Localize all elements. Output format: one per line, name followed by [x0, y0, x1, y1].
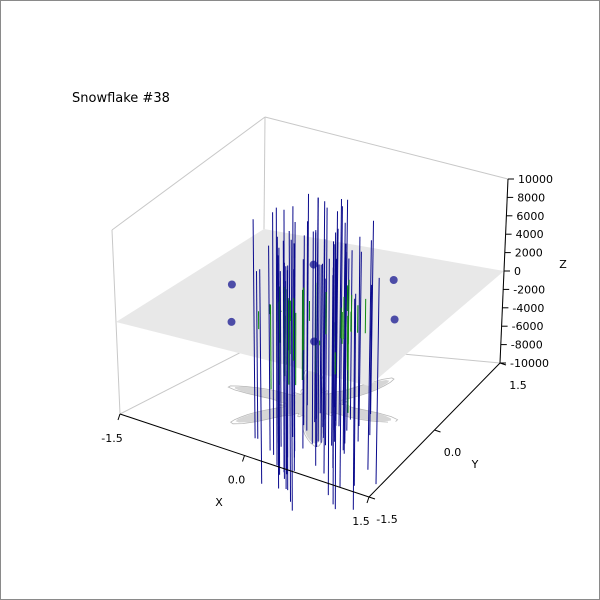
- x-tick-label: 1.5: [352, 515, 370, 528]
- z-tick-label: 6000: [516, 210, 544, 223]
- x-tick-label: -1.5: [101, 432, 122, 445]
- pane-edge: [111, 116, 266, 231]
- upper-strand: [352, 298, 356, 510]
- y-tick-label: 1.5: [509, 379, 527, 392]
- upper-strand: [256, 271, 259, 439]
- arm-tip: [309, 260, 318, 269]
- upper-strand: [319, 264, 322, 414]
- upper-strand: [320, 263, 323, 443]
- upper-strand: [370, 220, 374, 415]
- z-axis-label: Z: [559, 258, 567, 271]
- lower-strand: [270, 304, 272, 390]
- upper-strand: [375, 277, 380, 485]
- upper-strand: [288, 230, 291, 502]
- upper-strand: [259, 269, 263, 484]
- upper-strand: [316, 197, 319, 448]
- z-tick-label: 0: [514, 265, 521, 278]
- upper-strand: [252, 219, 256, 439]
- pane-edge: [264, 116, 509, 180]
- upper-strand: [349, 250, 353, 420]
- upper-strand: [272, 212, 275, 455]
- upper-strand: [344, 251, 348, 444]
- z-tick-label: -6000: [512, 320, 544, 333]
- upper-strand: [367, 240, 372, 470]
- upper-strand: [303, 235, 305, 426]
- z-plane: [116, 229, 504, 386]
- x-axis-label: X: [215, 496, 223, 509]
- upper-strand: [322, 239, 326, 438]
- x-tick-mark: [117, 413, 121, 421]
- upper-strand: [343, 243, 347, 454]
- plane-fill: [116, 229, 504, 386]
- upper-strand: [268, 245, 271, 451]
- arm-tip: [389, 276, 398, 284]
- upper-strand: [276, 236, 280, 489]
- pane-edge: [119, 340, 264, 415]
- arm-tip: [227, 317, 236, 326]
- x-tick-mark: [366, 496, 370, 504]
- upper-strand: [339, 206, 343, 488]
- z-tick-label: 2000: [515, 247, 543, 260]
- snowflake-strands: [227, 193, 399, 511]
- z-tick-label: 8000: [517, 191, 545, 204]
- z-tick-label: -4000: [512, 302, 544, 315]
- upper-strand: [334, 260, 337, 408]
- upper-strand: [317, 264, 320, 442]
- y-axis-label: Y: [471, 458, 479, 471]
- upper-strand: [279, 271, 282, 447]
- y-tick-mark: [368, 496, 376, 500]
- z-tick-label: -8000: [511, 339, 543, 352]
- x-tick-mark: [242, 455, 245, 462]
- z-tick-label: 10000: [518, 173, 553, 186]
- x-tick-label: 0.0: [228, 474, 246, 487]
- arm-tip: [390, 315, 399, 324]
- z-tick-label: -10000: [510, 357, 549, 370]
- upper-strand: [275, 207, 278, 466]
- z-tick-label: -2000: [513, 283, 545, 296]
- upper-strand: [369, 284, 373, 436]
- upper-strand: [357, 236, 361, 442]
- shadow-outline: [227, 366, 399, 447]
- upper-strand: [306, 193, 309, 406]
- y-tick-mark: [434, 429, 441, 433]
- lower-strand: [350, 294, 353, 333]
- upper-strand: [282, 240, 285, 466]
- arm-tip: [227, 280, 236, 289]
- upper-strand: [338, 198, 342, 427]
- upper-strand: [293, 269, 295, 458]
- z-tick-label: 4000: [516, 228, 544, 241]
- y-tick-label: 0.0: [444, 446, 462, 459]
- arm-tip: [310, 337, 319, 346]
- upper-strand: [353, 293, 357, 486]
- upper-strand: [327, 258, 330, 496]
- upper-strand: [331, 275, 334, 446]
- chart-title: Snowflake #38: [72, 91, 170, 106]
- upper-strand: [290, 239, 293, 511]
- upper-strand: [335, 228, 339, 426]
- lower-strand: [347, 279, 350, 344]
- upper-strand: [358, 251, 362, 427]
- tick-labels: -1.5 0.0 1.5 -1.5 0.0 1.5 -10000 -8000 -6000 -400…: [101, 173, 553, 528]
- upper-strand: [285, 281, 288, 475]
- y-tick-label: -1.5: [376, 513, 397, 526]
- upper-strand: [323, 278, 326, 474]
